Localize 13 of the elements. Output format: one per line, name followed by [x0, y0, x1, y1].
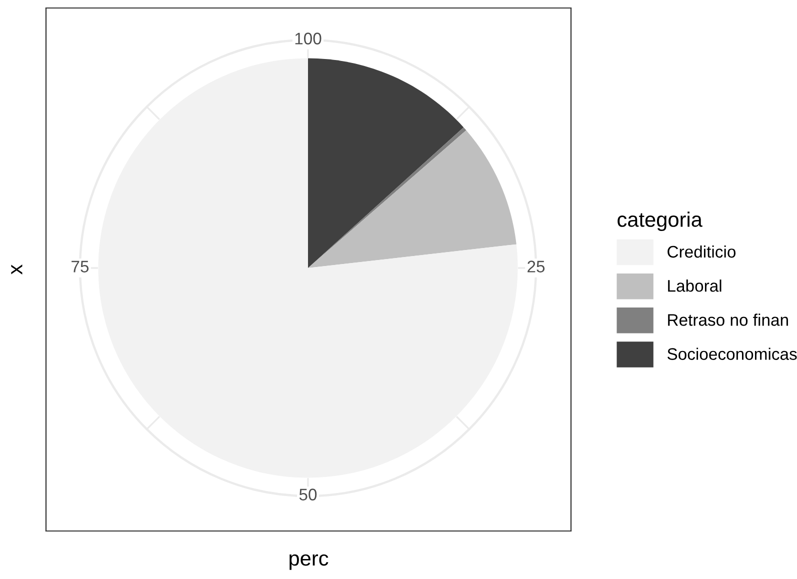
- text: 50: [299, 488, 317, 500]
- text: x: [11, 264, 22, 274]
- text: 75: [72, 260, 89, 272]
- pie-slice: [308, 58, 464, 268]
- text: 100: [295, 32, 322, 44]
- legend-title: categoria: [618, 212, 702, 232]
- text: perc: [290, 554, 328, 570]
- legend-label: Socioeconomicas: [667, 348, 797, 360]
- legend-label: Crediticio: [668, 245, 736, 258]
- text: 25: [528, 260, 545, 272]
- pie-slice: [308, 130, 516, 268]
- legend-label: Retraso no finan: [668, 314, 788, 326]
- legend-label: Laboral: [668, 280, 722, 292]
